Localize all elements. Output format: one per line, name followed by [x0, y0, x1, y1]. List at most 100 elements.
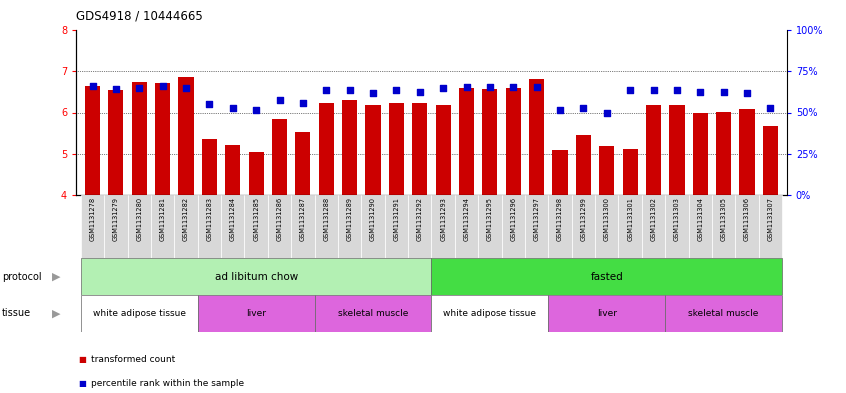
Bar: [225, 145, 240, 195]
Bar: [365, 105, 381, 195]
Text: white adipose tissue: white adipose tissue: [93, 309, 186, 318]
Text: GSM1131278: GSM1131278: [90, 197, 96, 241]
Bar: [244, 195, 268, 258]
Bar: [712, 195, 735, 258]
Point: [717, 89, 730, 95]
Point: [109, 85, 123, 92]
Bar: [128, 195, 151, 258]
Bar: [155, 83, 170, 195]
Bar: [529, 79, 544, 195]
Point: [343, 87, 356, 93]
Point: [600, 110, 613, 116]
Text: percentile rank within the sample: percentile rank within the sample: [91, 378, 244, 387]
Point: [577, 105, 591, 111]
Bar: [759, 195, 782, 258]
Point: [133, 84, 146, 91]
Bar: [623, 149, 638, 195]
Bar: [104, 195, 128, 258]
Text: GSM1131284: GSM1131284: [230, 197, 236, 241]
Text: GSM1131280: GSM1131280: [136, 197, 142, 241]
Bar: [552, 150, 568, 195]
Point: [670, 87, 684, 93]
Text: GSM1131289: GSM1131289: [347, 197, 353, 241]
Bar: [342, 100, 357, 195]
Text: GSM1131295: GSM1131295: [487, 197, 493, 241]
Text: GSM1131292: GSM1131292: [417, 197, 423, 241]
Text: GSM1131282: GSM1131282: [183, 197, 189, 241]
Bar: [319, 103, 334, 195]
Bar: [272, 119, 287, 195]
Bar: [548, 295, 665, 332]
Text: skeletal muscle: skeletal muscle: [338, 309, 409, 318]
Text: ▶: ▶: [52, 309, 61, 318]
Bar: [249, 152, 264, 195]
Point: [272, 97, 286, 103]
Text: GSM1131296: GSM1131296: [510, 197, 516, 241]
Text: white adipose tissue: white adipose tissue: [443, 309, 536, 318]
Bar: [198, 195, 221, 258]
Bar: [548, 195, 572, 258]
Text: GSM1131281: GSM1131281: [160, 197, 166, 241]
Point: [459, 84, 473, 90]
Bar: [268, 195, 291, 258]
Bar: [455, 195, 478, 258]
Point: [507, 84, 520, 90]
Bar: [174, 195, 198, 258]
Bar: [576, 135, 591, 195]
Text: GSM1131300: GSM1131300: [604, 197, 610, 241]
Bar: [431, 295, 548, 332]
Point: [85, 83, 99, 89]
Point: [646, 87, 660, 93]
Point: [296, 100, 310, 107]
Bar: [81, 195, 104, 258]
Bar: [385, 195, 408, 258]
Point: [156, 83, 169, 89]
Point: [390, 87, 404, 93]
Text: GSM1131279: GSM1131279: [113, 197, 119, 241]
Text: GSM1131304: GSM1131304: [697, 197, 703, 241]
Point: [740, 90, 754, 96]
Text: GSM1131306: GSM1131306: [744, 197, 750, 241]
Text: GSM1131307: GSM1131307: [767, 197, 773, 241]
Point: [179, 84, 193, 91]
Bar: [81, 258, 431, 295]
Bar: [132, 82, 147, 195]
Bar: [431, 258, 782, 295]
Point: [624, 87, 637, 93]
Point: [764, 105, 777, 111]
Bar: [85, 86, 100, 195]
Bar: [599, 145, 614, 195]
Bar: [361, 195, 385, 258]
Bar: [338, 195, 361, 258]
Text: fasted: fasted: [591, 272, 624, 281]
Text: GSM1131302: GSM1131302: [651, 197, 656, 241]
Text: GSM1131297: GSM1131297: [534, 197, 540, 241]
Text: ad libitum chow: ad libitum chow: [215, 272, 298, 281]
Bar: [665, 195, 689, 258]
Text: GSM1131293: GSM1131293: [440, 197, 446, 241]
Text: liver: liver: [596, 309, 617, 318]
Point: [553, 107, 567, 114]
Bar: [315, 295, 431, 332]
Bar: [763, 126, 778, 195]
Text: GSM1131290: GSM1131290: [370, 197, 376, 241]
Text: liver: liver: [246, 309, 266, 318]
Text: GSM1131294: GSM1131294: [464, 197, 470, 241]
Point: [226, 105, 239, 112]
Text: GSM1131305: GSM1131305: [721, 197, 727, 241]
Bar: [408, 195, 431, 258]
Bar: [646, 105, 661, 195]
Text: GSM1131303: GSM1131303: [674, 197, 680, 241]
Bar: [179, 77, 194, 195]
Point: [694, 89, 707, 95]
Text: skeletal muscle: skeletal muscle: [689, 309, 759, 318]
Bar: [595, 195, 618, 258]
Point: [203, 101, 217, 107]
Bar: [669, 105, 684, 195]
Bar: [295, 132, 310, 195]
Bar: [735, 195, 759, 258]
Bar: [689, 195, 712, 258]
Point: [437, 84, 450, 91]
Bar: [431, 195, 455, 258]
Bar: [198, 295, 315, 332]
